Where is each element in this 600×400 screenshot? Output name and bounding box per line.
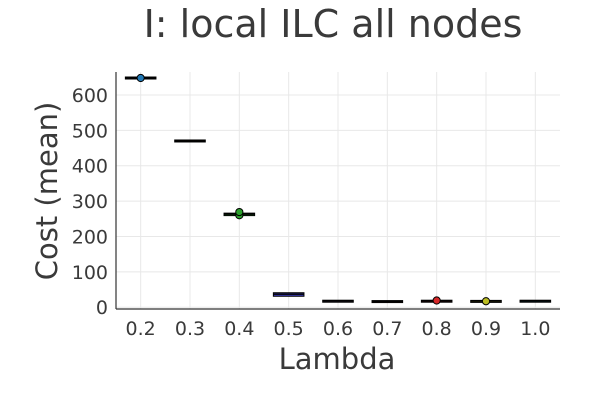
y-tick-label-600: 600 — [72, 85, 108, 107]
y-tick-label-200: 200 — [72, 226, 108, 248]
box-0.2 — [124, 73, 157, 83]
boxes — [124, 73, 552, 306]
x-tick-label-0.2: 0.2 — [126, 318, 156, 340]
y-tick-label-100: 100 — [72, 262, 108, 284]
grid — [116, 72, 560, 309]
x-tick-label-0.7: 0.7 — [372, 318, 402, 340]
y-tick-label-300: 300 — [72, 191, 108, 213]
box-0.4 — [223, 207, 256, 220]
y-axis-label: Cost (mean) — [30, 102, 64, 281]
chart-title: I: local ILC all nodes — [144, 2, 523, 46]
x-tick-label-0.5: 0.5 — [274, 318, 304, 340]
x-tick-label-1.0: 1.0 — [520, 318, 550, 340]
axes — [115, 72, 560, 310]
y-tick-label-0: 0 — [96, 297, 108, 319]
x-axis-label: Lambda — [279, 342, 396, 376]
x-tick-labels: 0.2 0.3 0.4 0.5 0.6 0.7 0.8 0.9 1.0 — [126, 318, 551, 340]
outlier-0.9-0 — [481, 297, 491, 306]
box-0.6 — [322, 299, 354, 303]
outlier-0.4-1 — [235, 207, 244, 217]
x-tick-label-0.4: 0.4 — [224, 318, 254, 340]
y-tick-labels: 0 100 200 300 400 500 600 — [72, 85, 108, 319]
y-tick-label-500: 500 — [72, 120, 108, 142]
x-tick-label-0.3: 0.3 — [175, 318, 205, 340]
box-1.0 — [519, 299, 552, 303]
y-tick-label-400: 400 — [72, 156, 108, 178]
x-tick-label-0.6: 0.6 — [323, 318, 353, 340]
x-tick-label-0.8: 0.8 — [422, 318, 452, 340]
box-0.3 — [174, 139, 206, 143]
outlier-0.2-0 — [136, 73, 145, 83]
x-tick-label-0.9: 0.9 — [471, 318, 501, 340]
box-0.9 — [470, 297, 502, 306]
outlier-0.8-0 — [432, 296, 441, 305]
box-0.8 — [420, 296, 453, 305]
box-0.5 — [272, 292, 305, 297]
box-0.7 — [371, 300, 404, 304]
